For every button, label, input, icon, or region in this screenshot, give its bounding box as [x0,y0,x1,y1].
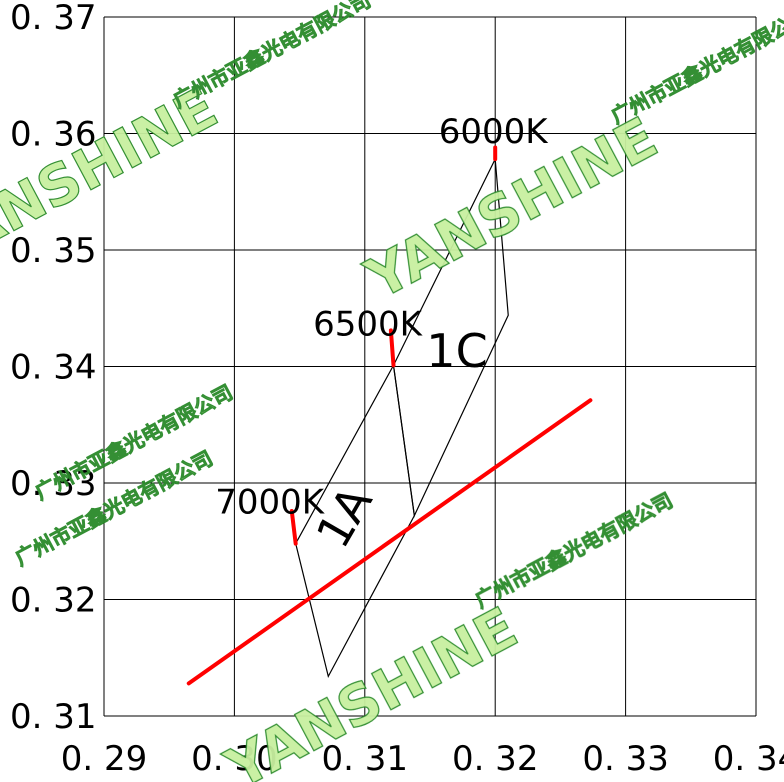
y-tick-label: 0. 37 [10,0,97,38]
x-tick-label: 0. 30 [191,739,278,779]
y-tick-label: 0. 33 [10,464,97,504]
bin-label-1c: 1C [426,324,487,378]
wm-company-top-right: 广州市亚鑫光电有限公司 [607,4,784,128]
wm-company-bottom-center: 广州市亚鑫光电有限公司 [471,488,677,612]
planckian-layer [186,398,593,686]
bin-region-1c [392,156,509,518]
x-tick-label: 0. 31 [322,739,409,779]
x-tick-label: 0. 34 [713,739,784,779]
grid-layer [103,16,757,717]
cct-label-6000k: 6000K [439,112,550,152]
cct-marker-7000k [289,508,298,546]
region-layer [295,156,509,679]
cct-marker-6500k [388,328,396,368]
planckian-locus-line [186,398,593,686]
cct-label-7000k: 7000K [215,483,326,523]
y-tick-label: 0. 34 [10,348,97,388]
cct-marker-layer [289,145,498,546]
y-tick-label: 0. 36 [10,115,97,155]
y-tick-label: 0. 31 [10,697,97,737]
x-tick-label: 0. 33 [582,739,669,779]
cct-label-6500k: 6500K [313,304,424,344]
x-tick-label: 0. 29 [61,739,148,779]
x-tick-label: 0. 32 [452,739,539,779]
y-tick-label: 0. 32 [10,581,97,621]
tick-label-layer: 0. 29 0. 30 0. 31 0. 32 0. 33 0. 34 0. 31 0. 32… [10,0,784,779]
y-tick-label: 0. 35 [10,231,97,271]
